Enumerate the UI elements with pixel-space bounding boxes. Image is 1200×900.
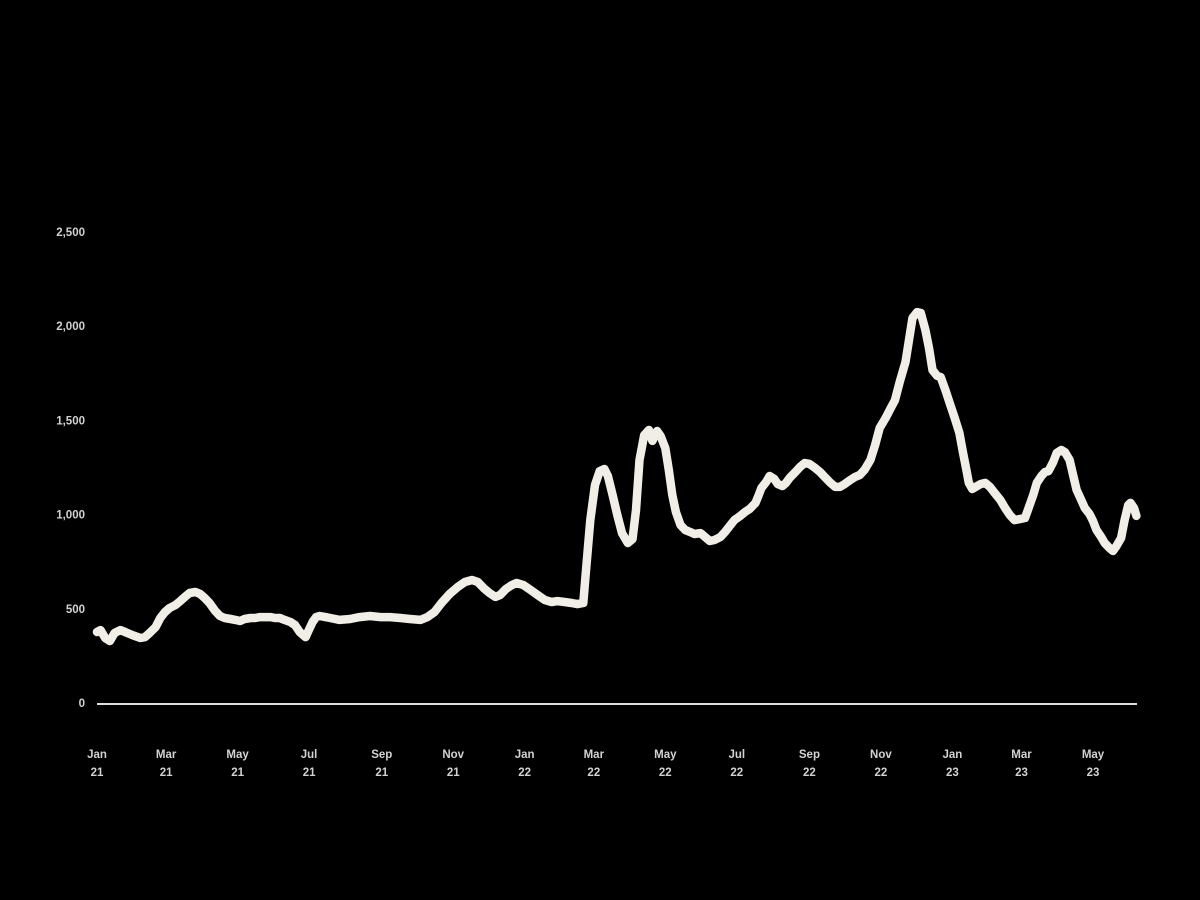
- x-tick-year-label: 22: [730, 767, 743, 779]
- x-tick-month-label: Sep: [799, 749, 820, 761]
- x-tick-month-label: Jul: [301, 749, 318, 761]
- x-tick-month-label: Nov: [870, 749, 892, 761]
- x-tick-year-label: 22: [875, 767, 888, 779]
- x-tick-month-label: Jan: [515, 749, 535, 761]
- x-tick-month-label: May: [654, 749, 677, 761]
- x-tick-year-label: 21: [91, 767, 104, 779]
- x-tick-year-label: 22: [803, 767, 816, 779]
- x-tick-year-label: 21: [375, 767, 388, 779]
- x-tick-year-label: 21: [447, 767, 460, 779]
- x-tick-year-label: 22: [518, 767, 531, 779]
- x-tick-month-label: Jan: [87, 749, 107, 761]
- x-tick-month-label: Mar: [1011, 749, 1032, 761]
- x-tick-year-label: 21: [303, 767, 316, 779]
- x-tick-year-label: 23: [946, 767, 959, 779]
- x-tick-month-label: Jan: [942, 749, 962, 761]
- x-tick-year-label: 21: [231, 767, 244, 779]
- x-tick-month-label: Nov: [442, 749, 464, 761]
- x-tick-month-label: May: [1082, 749, 1105, 761]
- x-tick-month-label: Mar: [156, 749, 177, 761]
- y-tick-label: 1,500: [56, 415, 85, 427]
- x-tick-year-label: 22: [587, 767, 600, 779]
- x-tick-year-label: 23: [1015, 767, 1028, 779]
- y-tick-label: 2,000: [56, 321, 85, 333]
- x-axis-labels: Jan 21 Mar 21 May 21 Jul 21 Sep 21 Nov 21 Jan 22 Mar 22…: [87, 749, 1105, 779]
- y-tick-label: 500: [66, 604, 85, 616]
- x-tick-year-label: 22: [659, 767, 672, 779]
- x-tick-month-label: Sep: [371, 749, 392, 761]
- x-tick-year-label: 23: [1087, 767, 1100, 779]
- x-tick-month-label: Mar: [584, 749, 605, 761]
- x-tick-year-label: 21: [160, 767, 173, 779]
- x-tick-month-label: May: [226, 749, 249, 761]
- y-axis-labels: 0 500 1,000 1,500 2,000 2,500: [56, 227, 85, 710]
- y-tick-label: 2,500: [56, 227, 85, 239]
- x-tick-month-label: Jul: [728, 749, 745, 761]
- price-line-series: [92, 307, 1141, 646]
- y-tick-label: 0: [79, 698, 85, 710]
- y-tick-label: 1,000: [56, 510, 85, 522]
